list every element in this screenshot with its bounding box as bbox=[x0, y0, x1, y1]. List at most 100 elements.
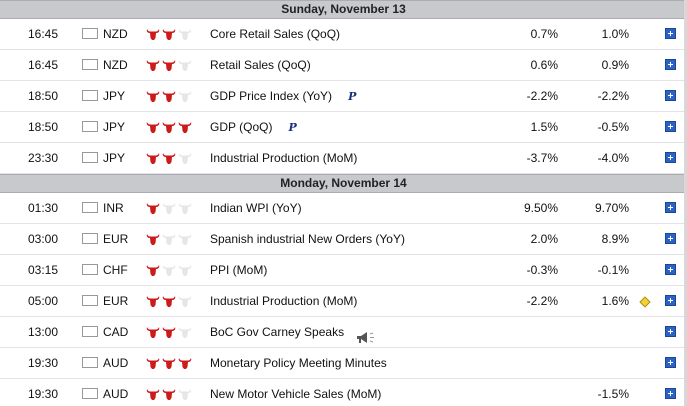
flag-jp-icon bbox=[82, 152, 98, 163]
event-name-text: Spanish industrial New Orders (YoY) bbox=[210, 232, 405, 246]
currency-code: AUD bbox=[103, 387, 129, 401]
event-time: 13:00 bbox=[28, 325, 59, 339]
event-row: 23:30 JPY Industrial Production (MoM) -3.7%… bbox=[0, 143, 687, 174]
event-name[interactable]: New Motor Vehicle Sales (MoM) bbox=[210, 379, 381, 406]
event-time: 18:50 bbox=[28, 120, 59, 134]
actual-value: -3.7% bbox=[526, 151, 558, 165]
forecast-value: -1.5% bbox=[597, 387, 629, 401]
currency-code: EUR bbox=[103, 294, 129, 308]
event-name[interactable]: Core Retail Sales (QoQ) bbox=[210, 19, 340, 50]
impact-bulls-icon bbox=[146, 325, 196, 339]
impact-bulls-icon bbox=[146, 120, 196, 134]
flag-jp-icon bbox=[82, 121, 98, 132]
event-name-text: New Motor Vehicle Sales (MoM) bbox=[210, 387, 382, 401]
currency-code: AUD bbox=[103, 356, 129, 370]
expand-plus-button[interactable] bbox=[665, 152, 676, 163]
event-row: 05:00 EUR Industrial Production (MoM) -2.2%… bbox=[0, 286, 687, 317]
event-time: 18:50 bbox=[28, 89, 59, 103]
event-row: 19:30 AUD Monetary Policy Meeting Minutes bbox=[0, 348, 687, 379]
currency-code: CAD bbox=[103, 325, 129, 339]
event-time: 01:30 bbox=[28, 201, 59, 215]
expand-plus-button[interactable] bbox=[665, 326, 676, 337]
expand-plus-button[interactable] bbox=[665, 295, 676, 306]
event-name[interactable]: Monetary Policy Meeting Minutes bbox=[210, 348, 387, 379]
event-row: 19:30 AUD New Motor Vehicle Sales (MoM) -1.… bbox=[0, 379, 687, 406]
expand-plus-button[interactable] bbox=[665, 388, 676, 399]
impact-bulls-icon bbox=[146, 387, 196, 401]
event-name[interactable]: Industrial Production (MoM) bbox=[210, 286, 357, 317]
preliminary-marker: P bbox=[348, 90, 357, 103]
speech-megaphone-icon bbox=[356, 325, 378, 356]
event-time: 23:30 bbox=[28, 151, 59, 165]
event-row: 01:30 INR Indian WPI (YoY) 9.50% 9.70% bbox=[0, 193, 687, 224]
event-name-text: BoC Gov Carney Speaks bbox=[210, 325, 345, 339]
event-name[interactable]: Spanish industrial New Orders (YoY) bbox=[210, 224, 405, 255]
impact-bulls-icon bbox=[146, 201, 196, 215]
currency-code: JPY bbox=[103, 120, 126, 134]
day-label: Sunday, November 13 bbox=[281, 2, 406, 16]
event-name-text: Retail Sales (QoQ) bbox=[210, 58, 311, 72]
event-name-text: GDP Price Index (YoY) bbox=[210, 89, 333, 103]
event-time: 03:15 bbox=[28, 263, 59, 277]
event-name[interactable]: GDP (QoQ) P bbox=[210, 112, 297, 143]
expand-plus-button[interactable] bbox=[665, 264, 676, 275]
impact-bulls-icon bbox=[146, 263, 196, 277]
impact-bulls-icon bbox=[146, 232, 196, 246]
event-row: 03:00 EUR Spanish industrial New Orders (Y… bbox=[0, 224, 687, 255]
currency-code: CHF bbox=[103, 263, 128, 277]
forecast-value: -0.1% bbox=[597, 263, 629, 277]
impact-bulls-icon bbox=[146, 27, 196, 41]
flag-ca-icon bbox=[82, 326, 98, 337]
day-separator: Monday, November 14 bbox=[0, 174, 687, 193]
event-row: 03:15 CHF PPI (MoM) -0.3% -0.1% bbox=[0, 255, 687, 286]
event-time: 16:45 bbox=[28, 27, 59, 41]
event-name[interactable]: GDP Price Index (YoY) P bbox=[210, 81, 356, 112]
expand-plus-button[interactable] bbox=[665, 233, 676, 244]
expand-plus-button[interactable] bbox=[665, 202, 676, 213]
actual-value: -2.2% bbox=[526, 89, 558, 103]
flag-nz-icon bbox=[82, 59, 98, 70]
flag-au-icon bbox=[82, 357, 98, 368]
event-row: 18:50 JPY GDP (QoQ) P 1.5% -0.5% bbox=[0, 112, 687, 143]
impact-bulls-icon bbox=[146, 58, 196, 72]
event-name[interactable]: Retail Sales (QoQ) bbox=[210, 50, 311, 81]
forecast-value: -4.0% bbox=[597, 151, 629, 165]
actual-value: 2.0% bbox=[530, 232, 558, 246]
event-row: 16:45 NZD Core Retail Sales (QoQ) 0.7% 1.0% bbox=[0, 19, 687, 50]
day-label: Monday, November 14 bbox=[280, 176, 407, 190]
event-row: 13:00 CAD BoC Gov Carney Speaks bbox=[0, 317, 687, 348]
expand-plus-button[interactable] bbox=[665, 90, 676, 101]
expand-plus-button[interactable] bbox=[665, 357, 676, 368]
expand-plus-button[interactable] bbox=[665, 28, 676, 39]
event-time: 05:00 bbox=[28, 294, 59, 308]
revised-diamond-icon[interactable] bbox=[639, 296, 651, 308]
event-name-text: Industrial Production (MoM) bbox=[210, 294, 358, 308]
currency-code: NZD bbox=[103, 27, 128, 41]
forecast-value: 8.9% bbox=[601, 232, 629, 246]
event-name-text: GDP (QoQ) bbox=[210, 120, 273, 134]
scrollbar[interactable] bbox=[684, 0, 687, 406]
event-name-text: Monetary Policy Meeting Minutes bbox=[210, 356, 387, 370]
event-time: 03:00 bbox=[28, 232, 59, 246]
day-separator: Sunday, November 13 bbox=[0, 0, 687, 19]
event-row: 18:50 JPY GDP Price Index (YoY) P -2.2% -2.2% bbox=[0, 81, 687, 112]
forecast-value: 9.70% bbox=[594, 201, 629, 215]
impact-bulls-icon bbox=[146, 89, 196, 103]
expand-plus-button[interactable] bbox=[665, 121, 676, 132]
event-time: 16:45 bbox=[28, 58, 59, 72]
event-name[interactable]: BoC Gov Carney Speaks bbox=[210, 317, 344, 348]
forecast-value: 1.0% bbox=[601, 27, 629, 41]
event-name[interactable]: PPI (MoM) bbox=[210, 255, 267, 286]
event-name[interactable]: Indian WPI (YoY) bbox=[210, 193, 302, 224]
expand-plus-button[interactable] bbox=[665, 59, 676, 70]
actual-value: -2.2% bbox=[526, 294, 558, 308]
flag-au-icon bbox=[82, 388, 98, 399]
forecast-value: -2.2% bbox=[597, 89, 629, 103]
event-name[interactable]: Industrial Production (MoM) bbox=[210, 143, 357, 174]
flag-in-icon bbox=[82, 202, 98, 213]
forecast-value: -0.5% bbox=[597, 120, 629, 134]
event-name-text: Core Retail Sales (QoQ) bbox=[210, 27, 341, 41]
impact-bulls-icon bbox=[146, 151, 196, 165]
event-time: 19:30 bbox=[28, 356, 59, 370]
